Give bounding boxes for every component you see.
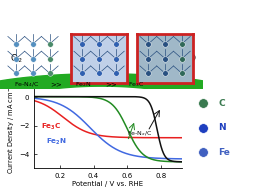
X-axis label: Potential / V vs. RHE: Potential / V vs. RHE: [72, 181, 144, 187]
Text: Fe$_3$C: Fe$_3$C: [128, 80, 144, 89]
Text: Fe: Fe: [218, 148, 230, 157]
Text: $4e^- + 4H^+$: $4e^- + 4H^+$: [81, 59, 122, 69]
Text: N: N: [218, 123, 226, 132]
Text: Fe$_2$N: Fe$_2$N: [75, 80, 92, 89]
Text: C: C: [218, 99, 225, 108]
Y-axis label: Current Density / mA cm$^{-2}$: Current Density / mA cm$^{-2}$: [6, 83, 18, 174]
Text: >>: >>: [50, 82, 62, 88]
Text: $\mathrm{O_2}$: $\mathrm{O_2}$: [10, 52, 23, 65]
Text: $\mathbf{Fe_3C}$: $\mathbf{Fe_3C}$: [41, 122, 62, 132]
Polygon shape: [0, 74, 254, 102]
Text: $\mathrm{H_2O}$: $\mathrm{H_2O}$: [177, 52, 197, 65]
Text: >>: >>: [105, 82, 117, 88]
Text: $\mathbf{Fe_2N}$: $\mathbf{Fe_2N}$: [46, 137, 67, 147]
Text: ORR: ORR: [87, 46, 116, 59]
Text: Fe-N$_x$/C: Fe-N$_x$/C: [128, 129, 153, 138]
Text: Fe-N$_4$/C: Fe-N$_4$/C: [14, 80, 39, 89]
